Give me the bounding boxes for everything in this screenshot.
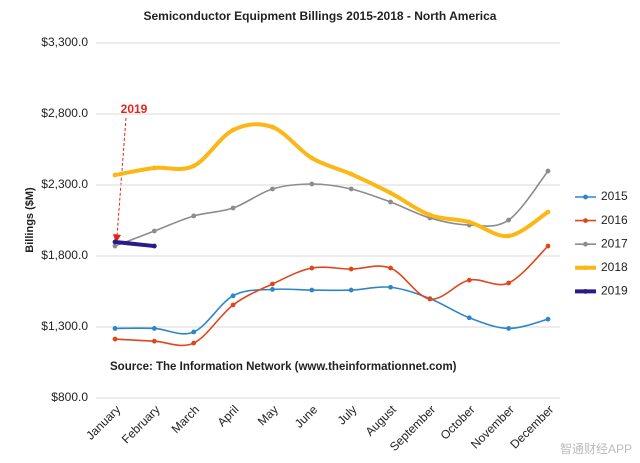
data-point — [388, 199, 393, 205]
data-point — [112, 326, 118, 331]
legend-dot — [583, 289, 588, 294]
legend-dot — [583, 194, 588, 200]
x-tick-label: December — [507, 402, 556, 451]
data-point — [466, 219, 472, 225]
legend-dot — [583, 218, 588, 224]
data-point — [545, 316, 551, 322]
data-point — [191, 163, 197, 169]
y-tick-label: $1,800.0 — [41, 248, 88, 262]
data-point — [348, 266, 354, 272]
y-tick-label: $2,800.0 — [41, 106, 88, 120]
arrow-head — [113, 234, 121, 243]
data-point — [388, 190, 393, 196]
data-point — [112, 336, 118, 342]
data-point — [309, 181, 315, 187]
x-tick-label: October — [438, 402, 478, 442]
data-point — [466, 277, 472, 283]
data-point — [348, 171, 354, 177]
y-tick-label: $800.0 — [51, 390, 88, 404]
annotation: 2019 — [121, 102, 148, 116]
y-tick-label: $2,300.0 — [41, 177, 88, 191]
data-point — [309, 155, 315, 161]
series-line — [114, 245, 549, 347]
x-tick-label: June — [292, 402, 321, 431]
data-point — [388, 265, 393, 271]
x-tick-label: March — [169, 402, 202, 435]
y-tick-label: $1,300.0 — [41, 319, 88, 333]
data-point — [151, 326, 157, 331]
data-point — [348, 287, 354, 293]
data-point — [112, 239, 118, 245]
data-point — [466, 315, 472, 321]
x-tick-label: January — [83, 402, 123, 442]
data-point — [427, 212, 433, 218]
data-point — [112, 243, 118, 249]
data-point — [151, 228, 157, 234]
data-point — [151, 338, 157, 344]
y-axis-label: Billings ($M) — [24, 187, 36, 253]
series-line — [114, 286, 549, 335]
plot-area: $800.0 $1,300.0 $1,800.0 $2,300.0 $2,800.0 $3… — [41, 35, 628, 454]
data-point — [230, 205, 236, 211]
data-point — [270, 281, 275, 287]
data-point — [191, 329, 197, 335]
data-point — [270, 186, 275, 192]
legend-label: 2018 — [601, 260, 628, 274]
chart-title: Semiconductor Equipment Billings 2015-20… — [144, 9, 497, 23]
data-point — [348, 186, 354, 192]
x-tick-label: July — [335, 402, 360, 427]
data-point — [191, 340, 197, 346]
source-note: Source: The Information Network (www.the… — [110, 361, 457, 373]
data-point — [545, 243, 551, 249]
data-point — [151, 165, 157, 171]
x-tick-label: February — [119, 402, 163, 446]
series-line — [113, 239, 157, 249]
y-tick-label: $3,300.0 — [41, 35, 88, 49]
data-point — [506, 326, 512, 331]
data-point — [309, 287, 315, 293]
watermark: 智通财经APP — [560, 441, 632, 456]
legend-label: 2019 — [601, 284, 628, 298]
legend-label: 2015 — [601, 189, 628, 203]
series-line — [114, 170, 549, 247]
x-tick-label: April — [215, 402, 242, 429]
data-point — [230, 127, 236, 133]
x-tick-label: August — [363, 402, 400, 439]
legend-label: 2016 — [601, 213, 628, 227]
data-point — [230, 302, 236, 308]
data-point — [388, 284, 393, 290]
data-point — [427, 296, 433, 302]
data-point — [151, 243, 157, 249]
data-point — [230, 293, 236, 299]
series-line — [113, 122, 550, 239]
legend-dot — [583, 241, 588, 247]
data-point — [191, 213, 197, 219]
data-point — [112, 172, 118, 178]
legend-dot — [583, 265, 588, 271]
data-point — [270, 124, 275, 130]
data-point — [506, 280, 512, 286]
data-point — [545, 209, 551, 215]
data-point — [545, 168, 551, 174]
data-point — [506, 233, 512, 239]
data-point — [506, 217, 512, 223]
annotation-arrow — [116, 117, 127, 237]
data-point — [270, 286, 275, 292]
x-tick-label: May — [255, 402, 281, 428]
legend-label: 2017 — [601, 236, 628, 250]
data-point — [309, 265, 315, 271]
